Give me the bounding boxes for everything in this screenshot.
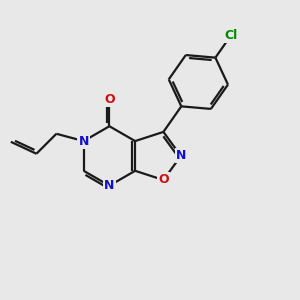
Text: Cl: Cl xyxy=(224,29,238,42)
Text: N: N xyxy=(79,135,89,148)
Text: O: O xyxy=(158,173,169,187)
Text: O: O xyxy=(104,93,115,106)
Text: N: N xyxy=(176,149,186,162)
Text: N: N xyxy=(104,179,115,192)
